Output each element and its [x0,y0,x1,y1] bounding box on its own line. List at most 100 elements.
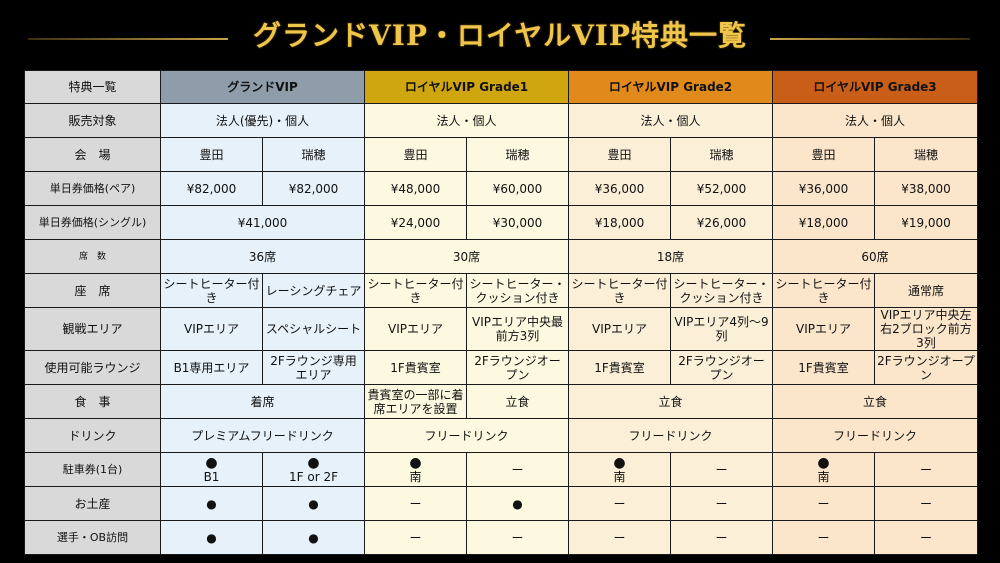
row-label: 販売対象 [24,103,161,138]
row-label: ドリンク [24,418,161,453]
table-row: 会 場 豊田 瑞穂 豊田 瑞穂 豊田 瑞穂 豊田 瑞穂 [24,137,978,172]
table-row: 駐車券(1台) ● B1 ● 1F or 2F ● 南 ー ● 南 ー ● 南 ー [24,452,978,487]
cell: ¥36,000 [568,171,671,206]
cell: フリードリンク [364,418,569,453]
cell-text: 南 [613,469,626,484]
cell: ー [772,486,875,521]
cell: 2Fラウンジ専用エリア [262,350,365,385]
cell: 瑞穂 [466,137,569,172]
cell: 30席 [364,239,569,274]
cell: プレミアムフリードリンク [160,418,365,453]
cell: 2Fラウンジオープン [466,350,569,385]
cell: ¥26,000 [670,205,773,240]
cell: ¥18,000 [772,205,875,240]
cell: フリードリンク [772,418,978,453]
table-row: お土産 ● ● ー ● ー ー ー ー [24,486,978,521]
cell: ー [772,520,875,555]
cell: ー [874,486,978,521]
table-row: 席 数 36席 30席 18席 60席 [24,239,978,274]
cell: 瑞穂 [874,137,978,172]
cell: 瑞穂 [262,137,365,172]
cell: ー [874,520,978,555]
row-label: 会 場 [24,137,161,172]
row-label: お土産 [24,486,161,521]
cell: 豊田 [772,137,875,172]
cell: ¥82,000 [262,171,365,206]
title-area: グランドVIP・ロイヤルVIP特典一覧 [0,0,1000,68]
cell: ¥19,000 [874,205,978,240]
header-label: 特典一覧 [24,70,161,104]
cell: 法人・個人 [364,103,569,138]
dot-icon: ● [205,454,218,471]
cell: ¥18,000 [568,205,671,240]
cell: 豊田 [568,137,671,172]
cell: スペシャルシート [262,307,365,351]
cell: ー [670,452,773,487]
cell: 60席 [772,239,978,274]
cell: シートヒーター付き [772,273,875,308]
title-rule-right [770,38,970,40]
cell: 立食 [466,384,569,419]
cell: 法人・個人 [772,103,978,138]
cell: ¥24,000 [364,205,467,240]
cell: VIPエリア [160,307,263,351]
cell: 2Fラウンジオープン [874,350,978,385]
cell: ー [466,520,569,555]
cell: ー [568,520,671,555]
cell: 1F貴賓室 [364,350,467,385]
dot-icon: ● [160,486,263,521]
dot-icon: ● [262,486,365,521]
cell: ¥38,000 [874,171,978,206]
cell: 18席 [568,239,773,274]
cell: B1専用エリア [160,350,263,385]
row-label: 観戦エリア [24,307,161,351]
table-row: 単日券価格(ペア) ¥82,000 ¥82,000 ¥48,000 ¥60,00… [24,171,978,206]
cell-text: 1F or 2F [289,469,338,484]
cell: 1F貴賓室 [772,350,875,385]
cell: ● 1F or 2F [262,452,365,487]
row-label: 使用可能ラウンジ [24,350,161,385]
row-label: 席 数 [24,239,161,274]
cell: シートヒーター付き [568,273,671,308]
header-royal-grade2: ロイヤルVIP Grade2 [568,70,773,104]
cell: VIPエリア [568,307,671,351]
cell-note: 貴賓室の一部に着席エリアを設置 [364,384,467,419]
cell-text: B1 [203,469,220,484]
cell: 通常席 [874,273,978,308]
cell: ー [670,520,773,555]
header-royal-grade3: ロイヤルVIP Grade3 [772,70,978,104]
cell: ¥82,000 [160,171,263,206]
cell: フリードリンク [568,418,773,453]
cell: ¥48,000 [364,171,467,206]
header-row: 特典一覧 グランドVIP ロイヤルVIP Grade1 ロイヤルVIP Grad… [24,70,978,104]
cell-text: 南 [817,469,830,484]
cell: ー [466,452,569,487]
cell: 1F貴賓室 [568,350,671,385]
header-royal-grade1: ロイヤルVIP Grade1 [364,70,569,104]
row-label: 駐車券(1台) [24,452,161,487]
cell: ー [670,486,773,521]
table-row: 座 席 シートヒーター付き レーシングチェア シートヒーター付き シートヒーター… [24,273,978,308]
cell: ー [364,486,467,521]
cell: VIPエリア4列～9列 [670,307,773,351]
cell: ¥60,000 [466,171,569,206]
cell: シートヒーター・クッション付き [670,273,773,308]
row-label: 座 席 [24,273,161,308]
cell: シートヒーター・クッション付き [466,273,569,308]
cell: VIPエリア [364,307,467,351]
cell: 法人(優先)・個人 [160,103,365,138]
cell-text: 南 [409,469,422,484]
table-row: 食 事 着席 貴賓室の一部に着席エリアを設置 立食 立食 立食 [24,384,978,419]
dot-icon: ● [307,454,320,471]
cell: VIPエリア中央左右2ブロック前方3列 [874,307,978,351]
table-row: 観戦エリア VIPエリア スペシャルシート VIPエリア VIPエリア中央最前方… [24,307,978,351]
dot-icon: ● [262,520,365,555]
row-label: 選手・OB訪問 [24,520,161,555]
cell: ¥52,000 [670,171,773,206]
cell: ¥41,000 [160,205,365,240]
table-row: 単日券価格(シングル) ¥41,000 ¥24,000 ¥30,000 ¥18,… [24,205,978,240]
cell: ー [568,486,671,521]
dot-icon: ● [409,454,422,471]
cell: シートヒーター付き [364,273,467,308]
